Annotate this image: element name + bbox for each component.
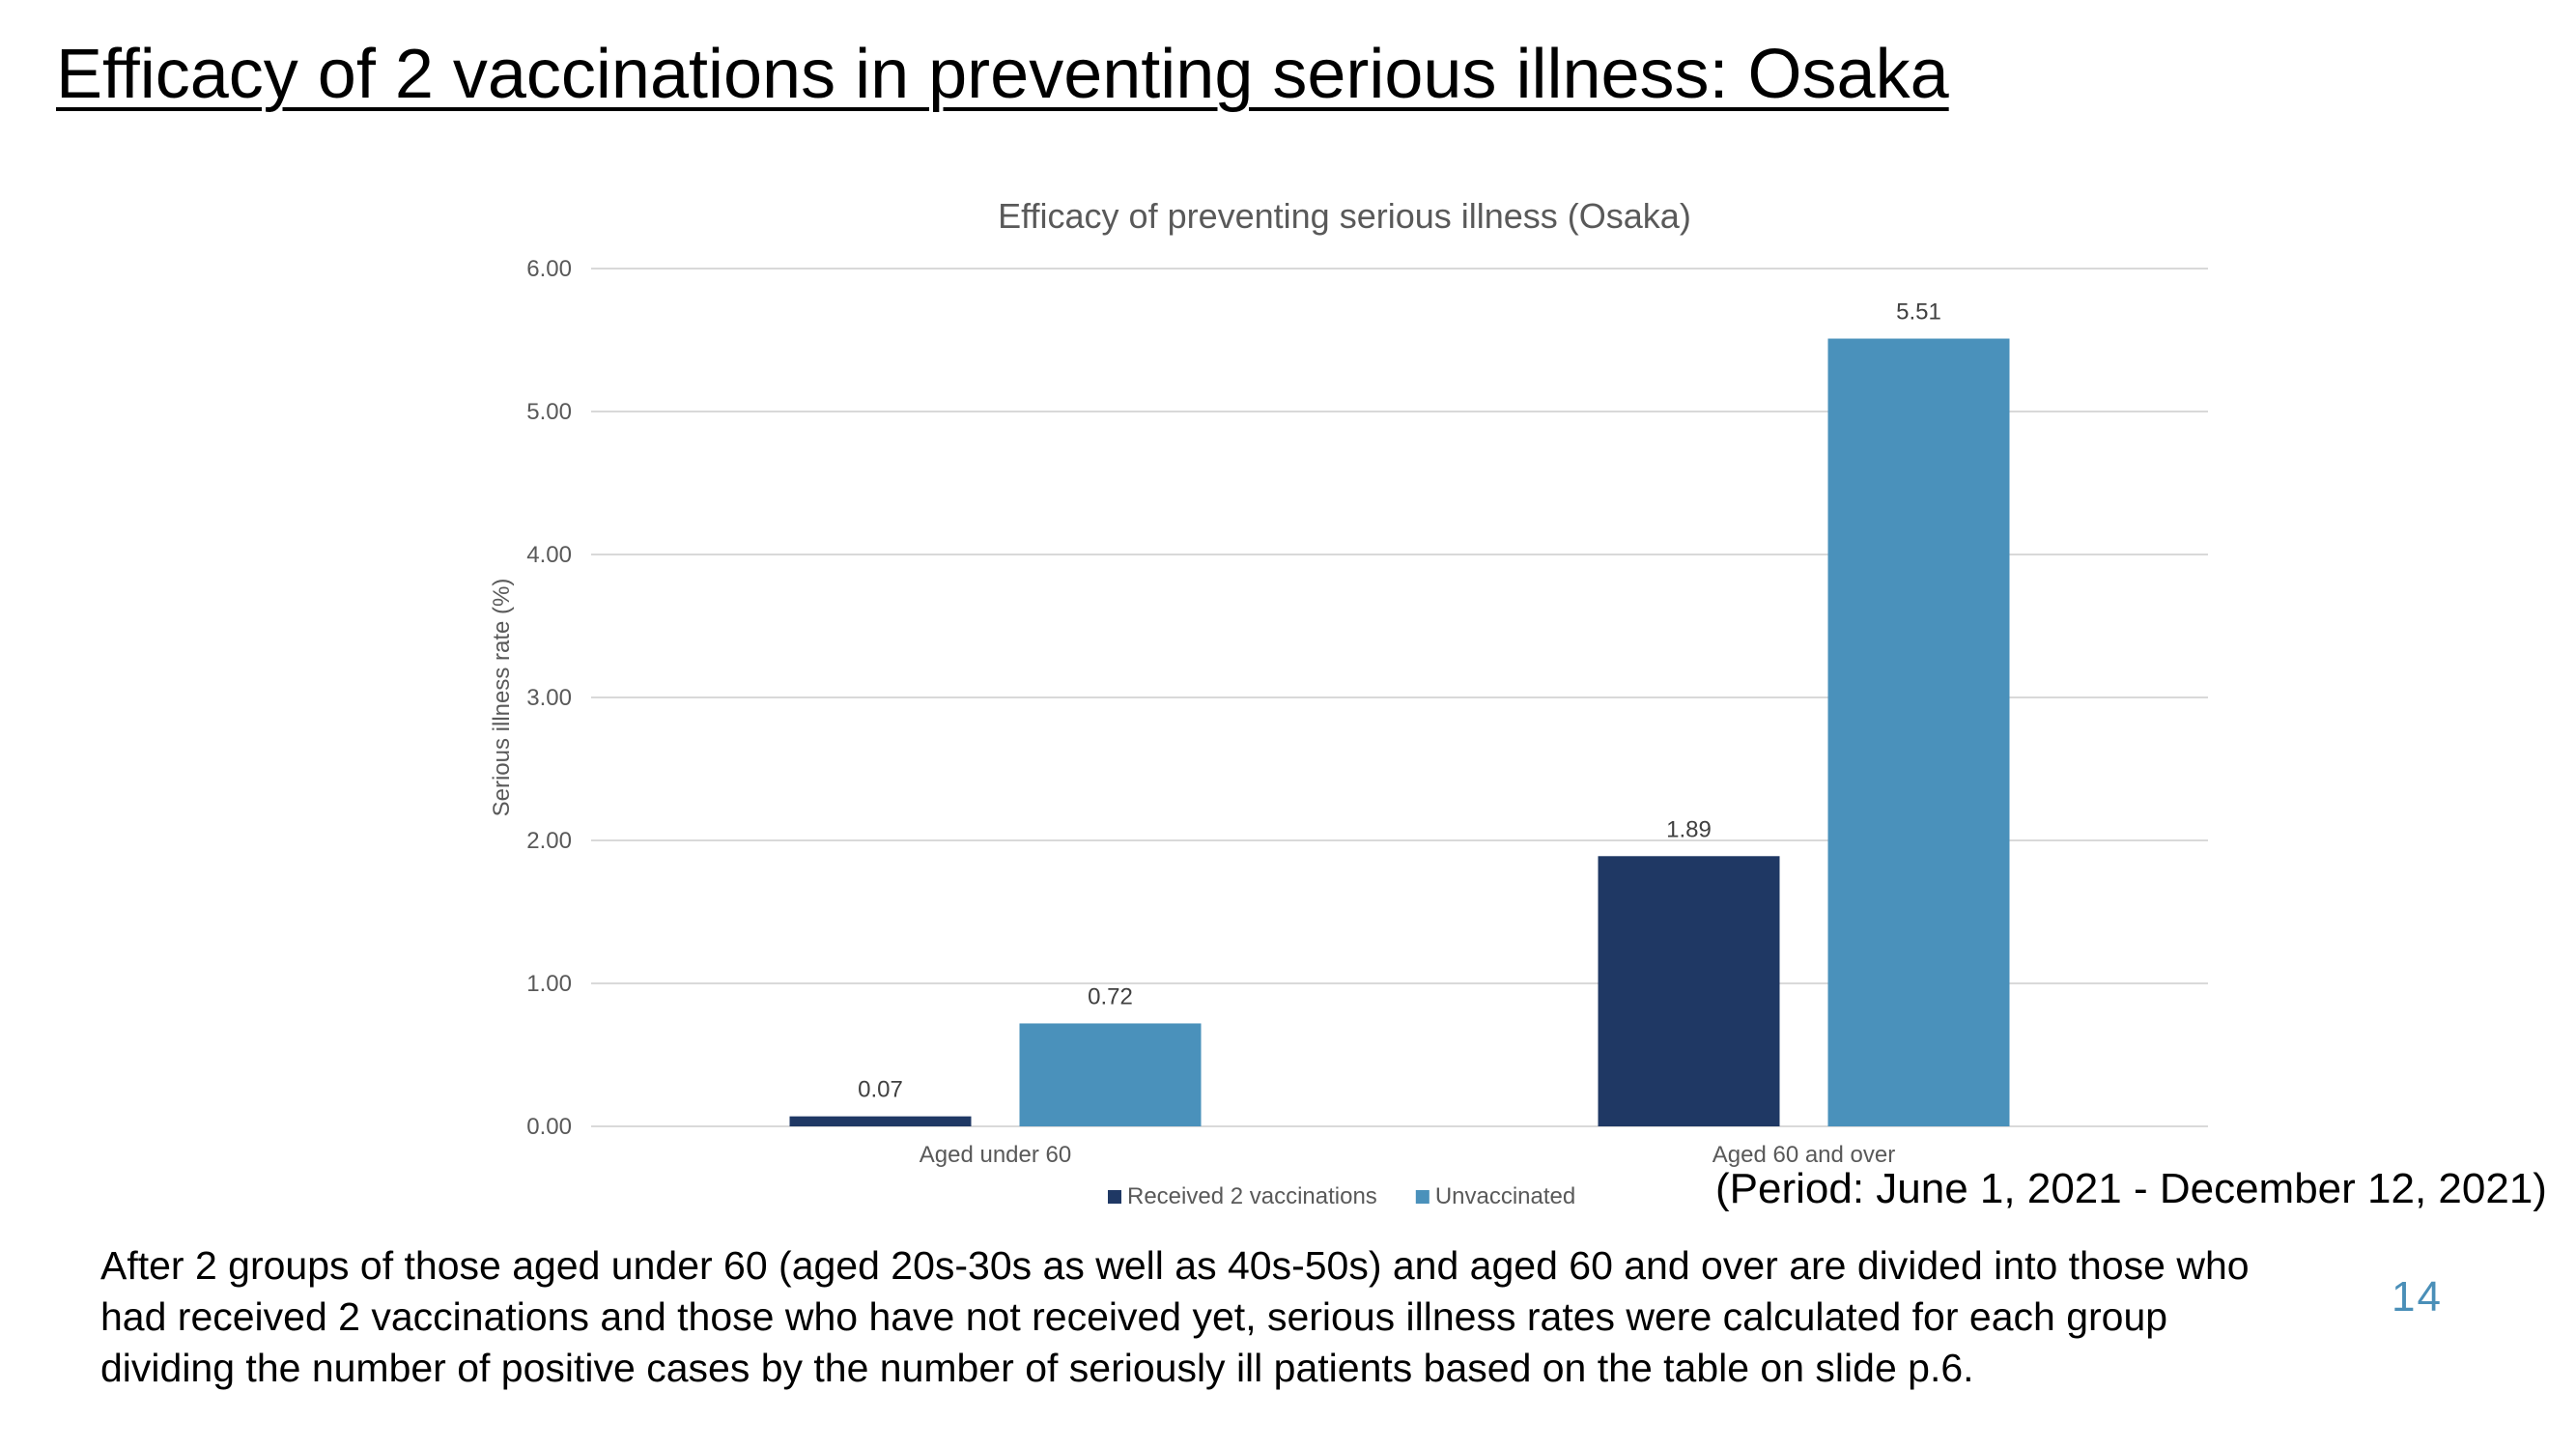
bars xyxy=(789,338,2010,1126)
y-tick-label: 2.00 xyxy=(526,828,572,854)
y-tick-label: 4.00 xyxy=(526,542,572,568)
page-number: 14 xyxy=(2392,1273,2443,1321)
y-tick-label: 0.00 xyxy=(526,1114,572,1140)
data-label: 5.51 xyxy=(1896,299,1941,326)
legend-swatch xyxy=(1415,1190,1430,1204)
period-note: (Period: June 1, 2021 - December 12, 202… xyxy=(1715,1165,2547,1212)
legend-swatch xyxy=(1108,1190,1121,1204)
category-label: Aged under 60 xyxy=(920,1142,1071,1168)
y-tick-label: 1.00 xyxy=(526,971,572,997)
y-axis-ticks: 0.00 1.00 2.00 3.00 4.00 5.00 6.00 xyxy=(526,256,572,1140)
y-axis-title: Serious illness rate (%) xyxy=(489,579,515,817)
data-label: 0.72 xyxy=(1088,983,1133,1009)
chart-title: Efficacy of preventing serious illness (… xyxy=(998,196,1691,236)
bar-chart: Efficacy of preventing serious illness (… xyxy=(489,196,2208,1209)
y-tick-label: 6.00 xyxy=(526,256,572,282)
data-label: 1.89 xyxy=(1666,816,1712,842)
legend-label: Received 2 vaccinations xyxy=(1127,1183,1377,1209)
y-tick-label: 5.00 xyxy=(526,399,572,425)
bar xyxy=(1019,1023,1202,1126)
bar xyxy=(1827,338,2010,1126)
bar xyxy=(789,1116,972,1126)
legend-label: Unvaccinated xyxy=(1435,1183,1575,1209)
category-label: Aged 60 and over xyxy=(1713,1142,1895,1168)
legend: Received 2 vaccinations Unvaccinated xyxy=(1108,1183,1575,1209)
footnote-text: After 2 groups of those aged under 60 (a… xyxy=(100,1243,2250,1390)
y-tick-label: 3.00 xyxy=(526,685,572,711)
data-labels: 0.07 0.72 1.89 5.51 xyxy=(858,299,1941,1103)
x-axis-categories: Aged under 60 Aged 60 and over xyxy=(920,1142,1895,1168)
bar xyxy=(1598,856,1780,1126)
data-label: 0.07 xyxy=(858,1077,903,1103)
slide-title: Efficacy of 2 vaccinations in preventing… xyxy=(56,36,1949,113)
